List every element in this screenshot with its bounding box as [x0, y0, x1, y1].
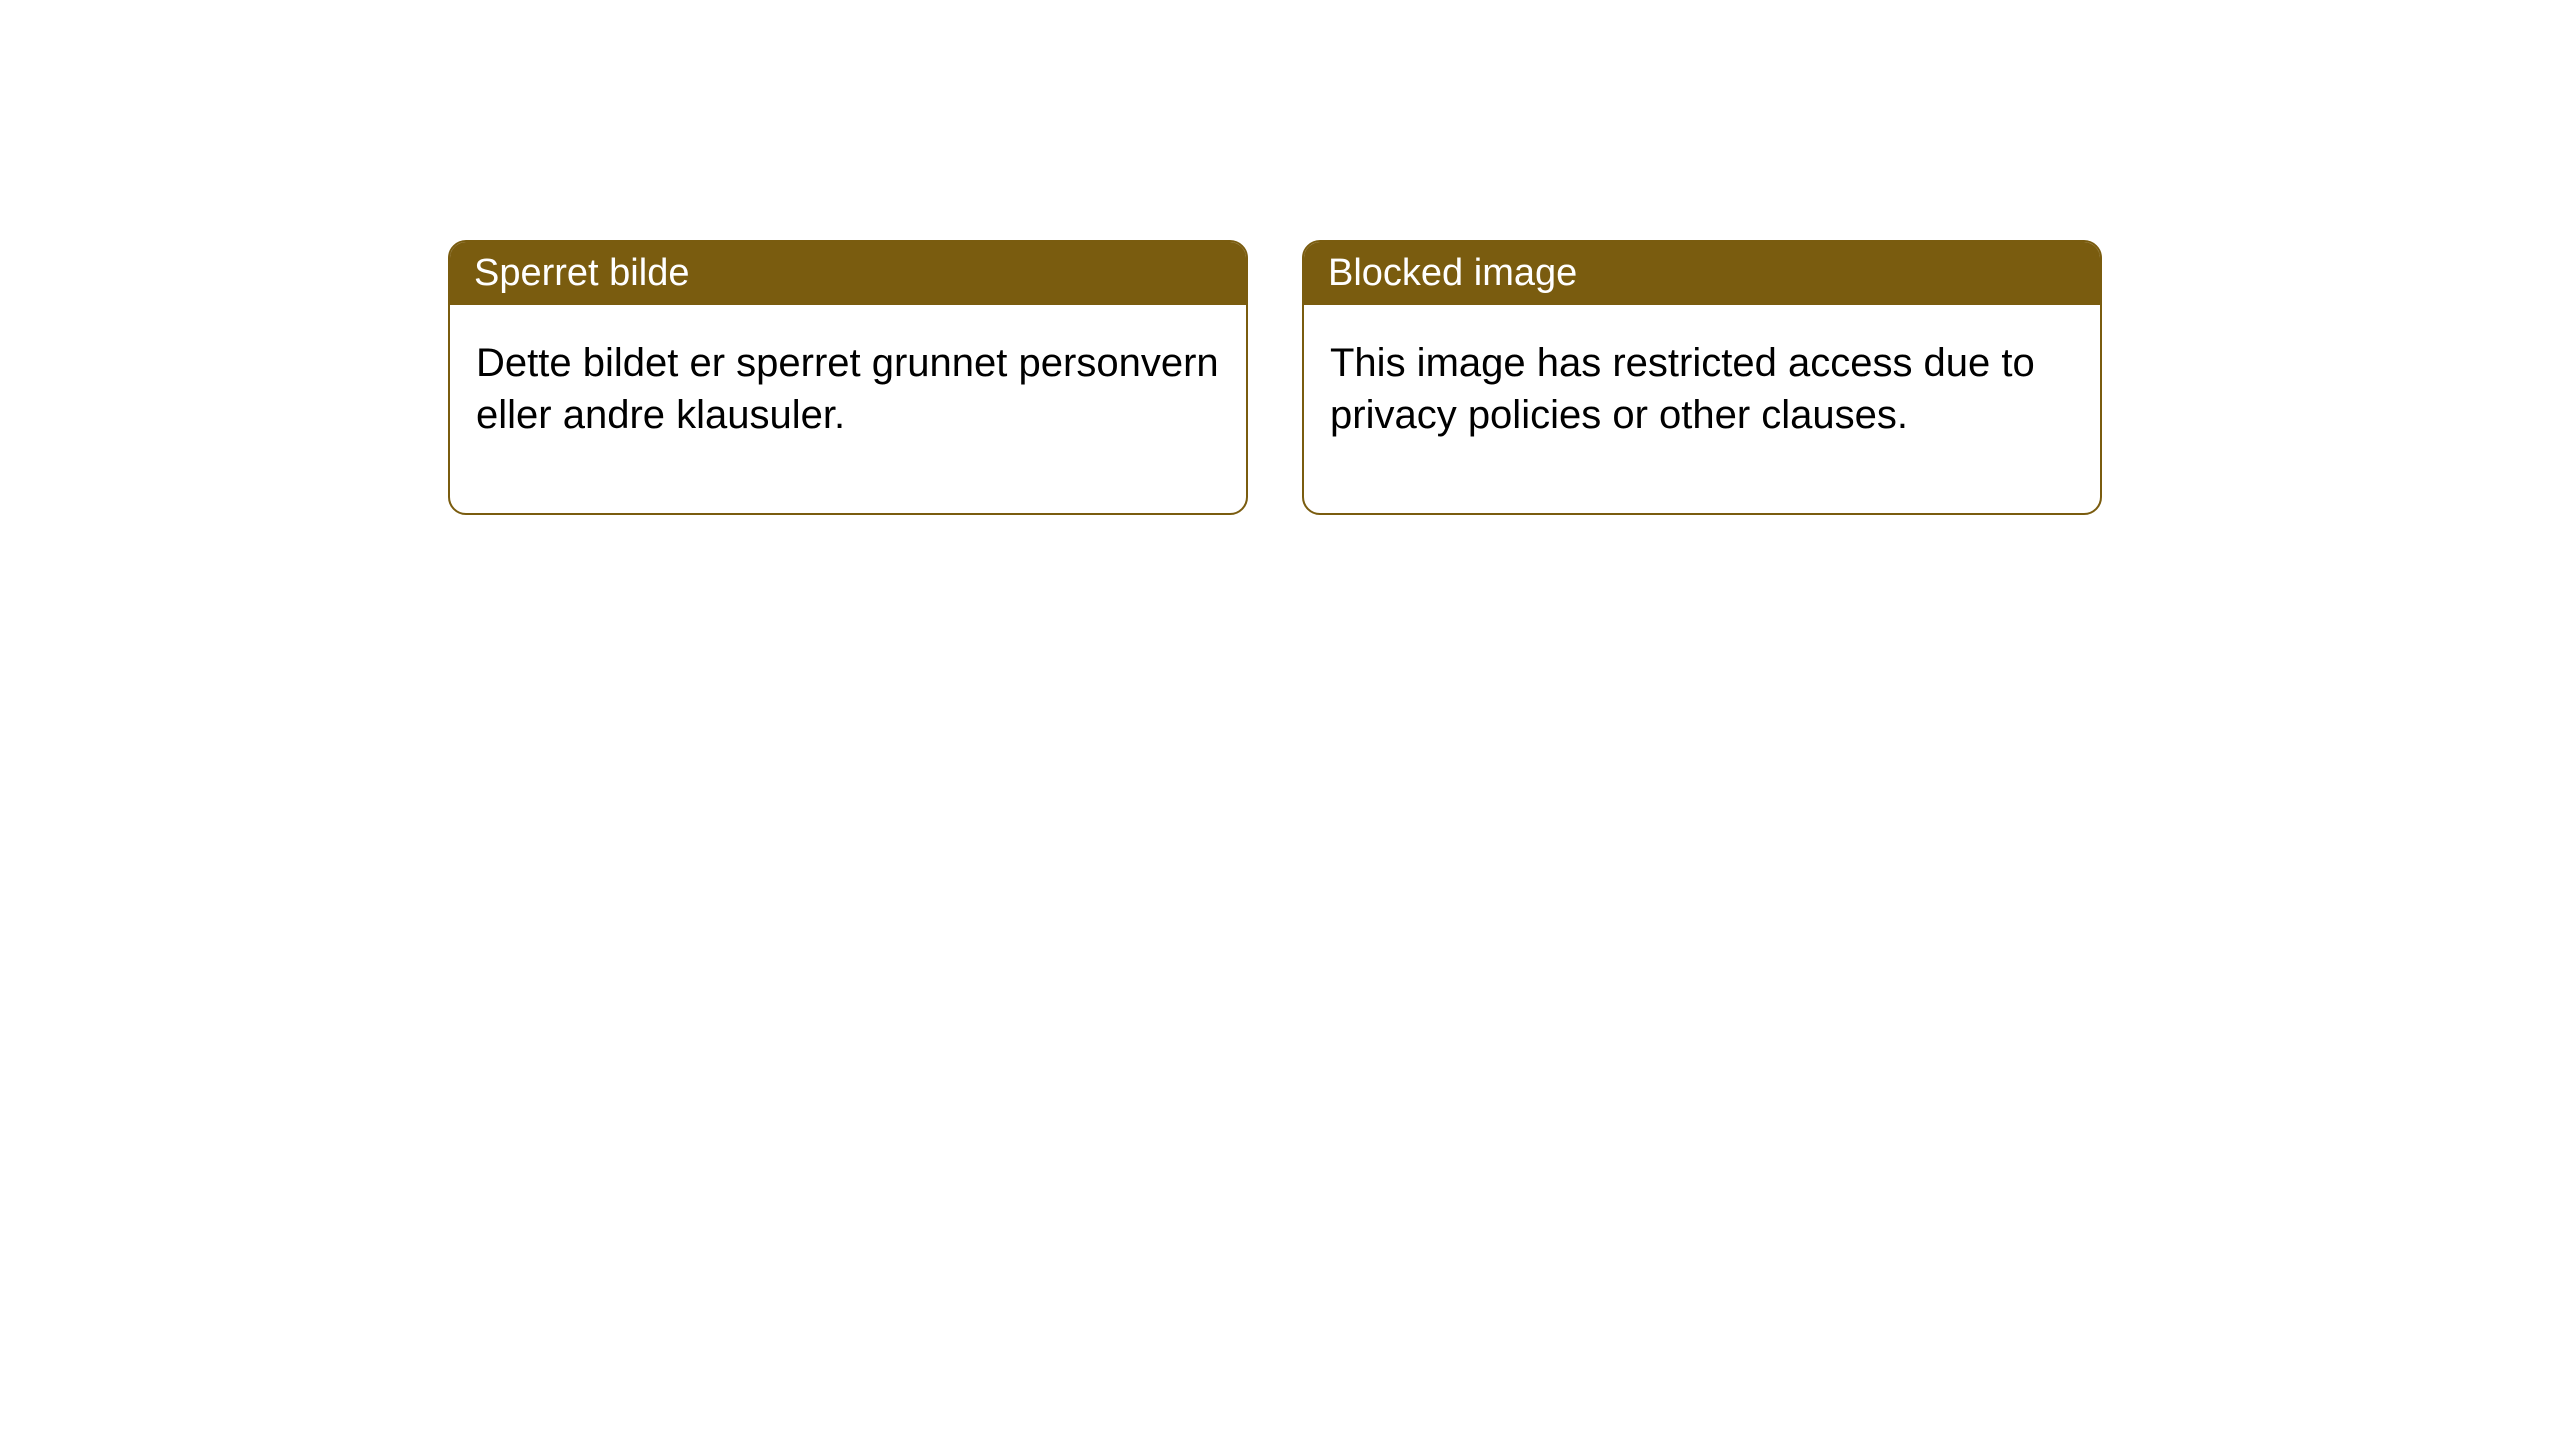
card-body-text: This image has restricted access due to … [1330, 341, 2035, 437]
card-body-text: Dette bildet er sperret grunnet personve… [476, 341, 1219, 437]
notice-card-norwegian: Sperret bilde Dette bildet er sperret gr… [448, 240, 1248, 515]
card-title: Sperret bilde [474, 252, 689, 294]
card-header: Sperret bilde [450, 242, 1246, 305]
notice-card-english: Blocked image This image has restricted … [1302, 240, 2102, 515]
card-body: Dette bildet er sperret grunnet personve… [450, 305, 1246, 513]
card-title: Blocked image [1328, 252, 1577, 294]
card-body: This image has restricted access due to … [1304, 305, 2100, 513]
card-header: Blocked image [1304, 242, 2100, 305]
notice-container: Sperret bilde Dette bildet er sperret gr… [448, 240, 2102, 515]
